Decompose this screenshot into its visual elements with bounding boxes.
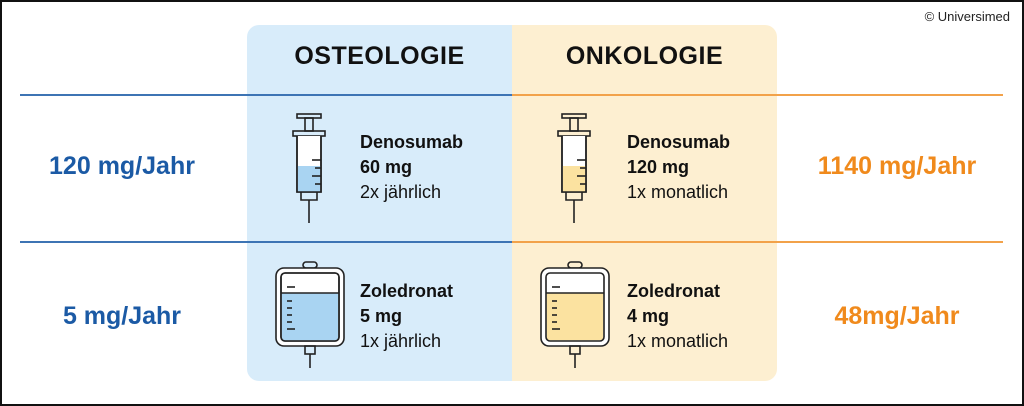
drug-name: Zoledronat [360, 281, 453, 301]
drug-dose: 4 mg [627, 306, 670, 326]
infusion-bag-icon [275, 261, 345, 368]
osteologie-total-denosumab: 120 mg/Jahr [49, 152, 195, 180]
osteologie-header: OSTEOLOGIE [294, 42, 465, 70]
syringe-icon [292, 113, 326, 223]
drug-name: Zoledronat [627, 281, 720, 301]
drug-dose: 120 mg [627, 157, 690, 177]
syringe-icon [557, 113, 591, 223]
drug-dose: 5 mg [360, 306, 403, 326]
divider [512, 241, 1003, 243]
drug-osteologie-zoledronat: Zoledronat 5 mg 1x jährlich [360, 279, 453, 354]
onkologie-header: ONKOLOGIE [565, 42, 724, 70]
drug-name: Denosumab [627, 132, 731, 152]
drug-frequency: 1x monatlich [627, 182, 729, 202]
copyright: © Universimed [924, 9, 1010, 24]
divider [512, 94, 1003, 96]
onkologie-total-zoledronat: 48mg/Jahr [834, 302, 960, 330]
drug-frequency: 1x jährlich [360, 331, 442, 351]
infusion-bag-icon [540, 261, 610, 368]
drug-onkologie-denosumab: Denosumab 120 mg 1x monatlich [627, 130, 730, 205]
drug-onkologie-zoledronat: Zoledronat 4 mg 1x monatlich [627, 279, 728, 354]
drug-frequency: 2x jährlich [360, 182, 442, 202]
drug-osteologie-denosumab: Denosumab 60 mg 2x jährlich [360, 130, 463, 205]
drug-name: Denosumab [360, 132, 464, 152]
onkologie-total-denosumab: 1140 mg/Jahr [817, 152, 977, 180]
osteologie-total-zoledronat: 5 mg/Jahr [62, 302, 182, 330]
drug-frequency: 1x monatlich [627, 331, 729, 351]
divider [20, 241, 512, 243]
divider [20, 94, 512, 96]
drug-dose: 60 mg [360, 157, 413, 177]
